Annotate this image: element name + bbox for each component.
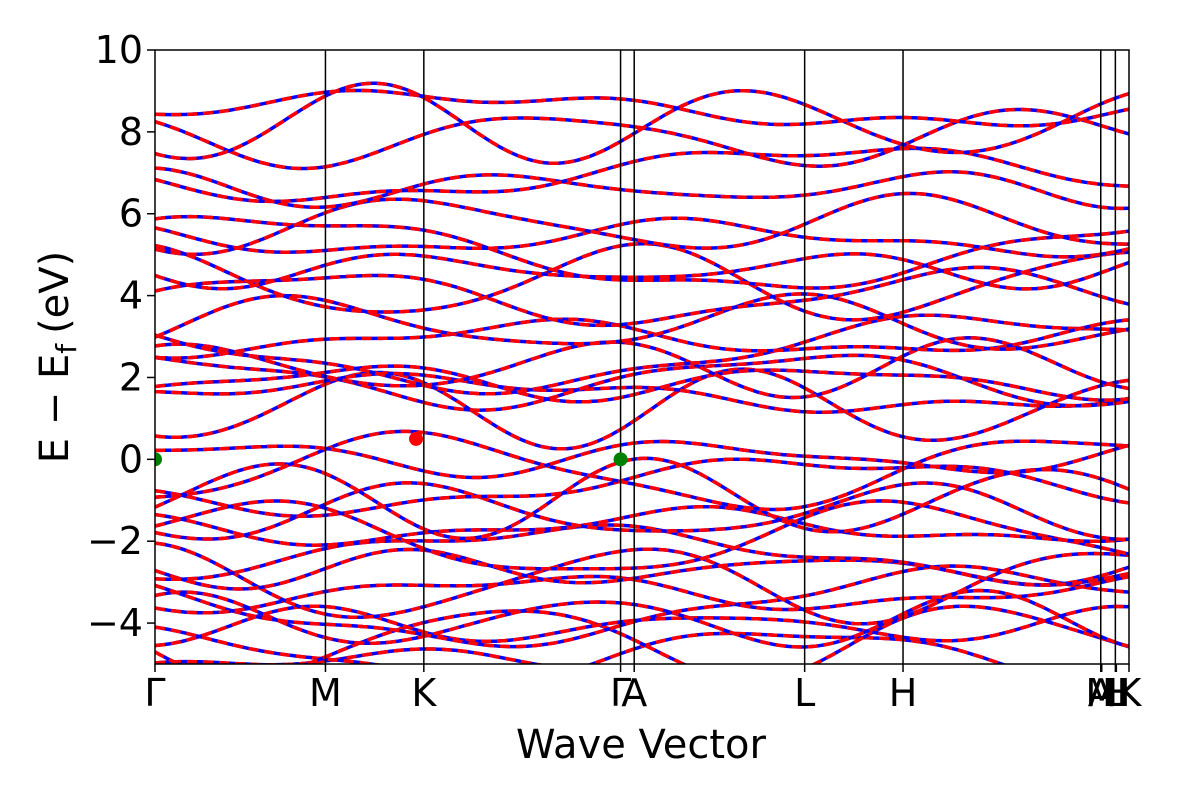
y-axis-title-sub: f [50, 343, 83, 354]
band-line-dashed [155, 214, 1129, 290]
x-tick-label: K [1117, 671, 1143, 715]
band-line-dashed [155, 265, 1129, 328]
band-line-dashed [155, 191, 1129, 257]
y-tick-label: 6 [119, 192, 143, 236]
band-line-dashed [155, 457, 1129, 518]
band-line-dashed [155, 647, 546, 664]
band-line-dashed [155, 241, 1129, 322]
y-axis-title-unit: (eV) [32, 251, 78, 334]
y-axis-title-main: E − E [32, 354, 78, 464]
band-line-dashed [155, 456, 1129, 541]
band-line-solid [155, 604, 1129, 664]
band-line-dashed [155, 429, 1129, 512]
y-tick-label: 0 [119, 437, 143, 481]
y-tick-label: 4 [119, 274, 143, 318]
x-tick-label: Γ [610, 671, 631, 715]
y-tick-label: −4 [87, 601, 143, 645]
band-line-dashed [155, 625, 1007, 664]
band-line-dashed [155, 588, 1129, 649]
y-tick-label: −2 [87, 519, 143, 563]
y-tick-label: 2 [119, 355, 143, 399]
band-line-dashed [155, 439, 1129, 480]
band-line-dashed [155, 166, 1129, 211]
x-tick-label: Γ [144, 671, 165, 715]
y-tick-label: 8 [119, 110, 143, 154]
conduction-band-min-marker [409, 431, 424, 446]
band-line-solid [155, 367, 1129, 451]
band-line-dashed [155, 317, 1129, 360]
plot-frame [154, 49, 1130, 665]
x-tick-label: H [889, 671, 918, 715]
x-tick-label: A [621, 671, 647, 715]
x-tick-label: L [1105, 671, 1126, 715]
band-line-dashed [155, 252, 1129, 291]
valence-band-max-marker [613, 452, 628, 467]
high-symmetry-lines [324, 50, 1117, 664]
y-tick-label: 10 [95, 28, 143, 72]
band-line-solid [155, 604, 1129, 648]
band-line-dashed [155, 604, 1129, 664]
x-tick-label: L [794, 671, 815, 715]
band-line-dashed [155, 371, 1129, 414]
x-tick-label: A [1088, 671, 1114, 715]
x-axis-title: Wave Vector [516, 722, 767, 768]
x-tick-label: K [411, 671, 437, 715]
band-lines [155, 81, 1129, 664]
band-line-dashed [155, 504, 1129, 547]
y-axis-ticks: −4 −2 0 2 4 6 8 10 [87, 28, 155, 645]
y-axis-title: E − Ef (eV) [32, 251, 83, 464]
band-line-dashed [155, 292, 1129, 351]
band-line-dashed [155, 564, 1129, 649]
x-tick-label: M [1085, 671, 1118, 715]
band-line-dashed [155, 523, 1129, 587]
band-line-dashed [155, 336, 1129, 400]
band-line-dashed [155, 88, 1129, 128]
band-line-dashed [155, 574, 1129, 615]
valence-band-max-marker [155, 452, 162, 467]
x-tick-label: H [1102, 671, 1131, 715]
band-line-dashed [155, 547, 1129, 591]
band-line-dashed [155, 313, 1129, 396]
band-edge-markers [155, 431, 628, 467]
x-tick-label: M [309, 671, 342, 715]
band-line-dashed [155, 604, 1129, 648]
band-line-dashed [155, 481, 1129, 542]
band-line-dashed [155, 541, 1129, 626]
band-line-dashed [155, 216, 1129, 259]
band-line-dashed [155, 81, 1129, 165]
